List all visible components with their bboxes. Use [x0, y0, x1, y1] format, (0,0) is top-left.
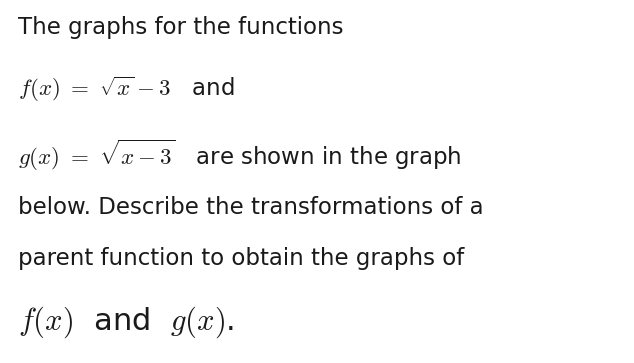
Text: The graphs for the functions: The graphs for the functions	[18, 16, 343, 39]
Text: below. Describe the transformations of a: below. Describe the transformations of a	[18, 196, 483, 219]
Text: $g(x)\ =\ \sqrt{x-3}$   are shown in the graph: $g(x)\ =\ \sqrt{x-3}$ are shown in the g…	[18, 138, 461, 173]
Text: parent function to obtain the graphs of: parent function to obtain the graphs of	[18, 247, 464, 270]
Text: $f(x)\ =\ \sqrt{x} - 3$   and: $f(x)\ =\ \sqrt{x} - 3$ and	[18, 74, 235, 104]
Text: $f(x)$  and  $g(x)$.: $f(x)$ and $g(x)$.	[18, 305, 234, 340]
